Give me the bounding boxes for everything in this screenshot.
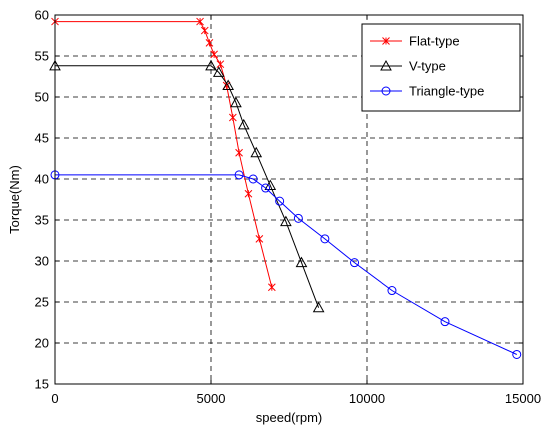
- data-point-v-type: [250, 146, 263, 158]
- legend-marker: [381, 86, 391, 96]
- y-tick-label: 40: [35, 172, 49, 187]
- y-tick-label: 30: [35, 254, 49, 269]
- plot-frame: [54, 14, 524, 385]
- y-tick-label: 35: [35, 213, 49, 228]
- data-point-flat-type: [228, 113, 237, 122]
- data-point-flat-type: [244, 189, 253, 198]
- data-point-v-type: [205, 59, 217, 71]
- data-point-v-type: [222, 79, 235, 91]
- data-point-flat-type: [267, 283, 276, 292]
- series-layer: [49, 17, 522, 359]
- series-line-triangle-type: [55, 174, 518, 355]
- data-point-flat-type: [235, 148, 243, 157]
- x-tick-label: 10000: [349, 391, 385, 406]
- x-tick-label: 0: [51, 391, 58, 406]
- data-point-flat-type: [255, 235, 264, 243]
- data-point-v-type: [230, 96, 242, 108]
- legend-item-triangle-type: Triangle-type: [370, 84, 484, 99]
- legend-item-v-type: V-type: [370, 59, 446, 74]
- data-point-v-type: [312, 301, 325, 313]
- y-tick-label: 20: [35, 336, 49, 351]
- y-tick-label: 60: [35, 8, 49, 23]
- data-point-flat-type: [200, 26, 209, 35]
- data-point-v-type: [280, 215, 292, 227]
- legend-items: Flat-type V-type Triangle-type: [370, 34, 484, 99]
- legend-item-flat-type: Flat-type: [370, 34, 460, 49]
- data-point-v-type: [264, 179, 277, 191]
- data-point-triangle-type: [261, 183, 271, 193]
- data-point-triangle-type: [248, 174, 258, 184]
- x-tick-label: 15000: [505, 391, 541, 406]
- legend: Flat-type V-type Triangle-type: [361, 23, 521, 112]
- y-tick-label: 50: [35, 90, 49, 105]
- series-v-type: [49, 59, 325, 313]
- data-point-v-type: [212, 66, 225, 77]
- data-point-flat-type: [216, 60, 225, 69]
- y-tick-label: 15: [35, 377, 49, 392]
- legend-marker: [380, 59, 392, 71]
- y-tick-label: 55: [35, 49, 49, 64]
- data-point-triangle-type: [387, 286, 397, 296]
- data-point-triangle-type: [293, 213, 303, 223]
- legend-label: Flat-type: [409, 34, 460, 49]
- data-point-v-type: [295, 256, 308, 268]
- data-point-triangle-type: [234, 170, 244, 180]
- y-tick-label: 45: [35, 131, 49, 146]
- data-point-flat-type: [205, 39, 214, 47]
- x-tick-label: 5000: [197, 391, 226, 406]
- y-tick-label: 25: [35, 295, 49, 310]
- data-point-triangle-type: [350, 258, 360, 268]
- legend-label: Triangle-type: [409, 84, 484, 99]
- legend-label: V-type: [409, 59, 446, 74]
- data-point-triangle-type: [275, 196, 285, 206]
- x-axis-label: speed(rpm): [256, 410, 322, 425]
- y-axis-label: Torque(Nm): [7, 165, 22, 234]
- data-point-flat-type: [196, 17, 204, 26]
- data-point-flat-type: [210, 50, 218, 59]
- data-point-triangle-type: [440, 317, 450, 327]
- data-point-v-type: [237, 118, 250, 130]
- data-point-triangle-type: [512, 349, 522, 359]
- legend-marker: [382, 37, 390, 45]
- data-point-triangle-type: [320, 234, 330, 244]
- tick-labels: 0 5000 10000 15000 15 20 25 30 35 40 45 50 55 60: [35, 8, 542, 407]
